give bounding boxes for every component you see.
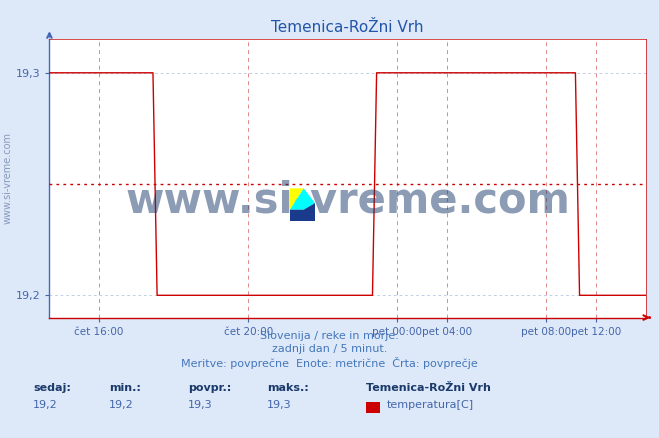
Polygon shape xyxy=(290,203,315,221)
Text: povpr.:: povpr.: xyxy=(188,383,231,392)
Title: Temenica-RoŽni Vrh: Temenica-RoŽni Vrh xyxy=(272,21,424,35)
Y-axis label: www.si-vreme.com: www.si-vreme.com xyxy=(3,132,13,225)
Text: Meritve: povprečne  Enote: metrične  Črta: povprečje: Meritve: povprečne Enote: metrične Črta:… xyxy=(181,357,478,369)
Text: Slovenija / reke in morje.: Slovenija / reke in morje. xyxy=(260,331,399,341)
Text: temperatura[C]: temperatura[C] xyxy=(387,400,474,410)
Text: sedaj:: sedaj: xyxy=(33,383,71,392)
Text: 19,2: 19,2 xyxy=(33,400,58,410)
Polygon shape xyxy=(290,188,315,210)
Text: maks.:: maks.: xyxy=(267,383,308,392)
Text: 19,2: 19,2 xyxy=(109,400,134,410)
Text: min.:: min.: xyxy=(109,383,140,392)
Text: 19,3: 19,3 xyxy=(188,400,212,410)
Text: www.si-vreme.com: www.si-vreme.com xyxy=(125,180,570,222)
Text: zadnji dan / 5 minut.: zadnji dan / 5 minut. xyxy=(272,344,387,354)
Polygon shape xyxy=(290,188,304,210)
Text: 19,3: 19,3 xyxy=(267,400,291,410)
Text: Temenica-RoŽni Vrh: Temenica-RoŽni Vrh xyxy=(366,383,490,392)
